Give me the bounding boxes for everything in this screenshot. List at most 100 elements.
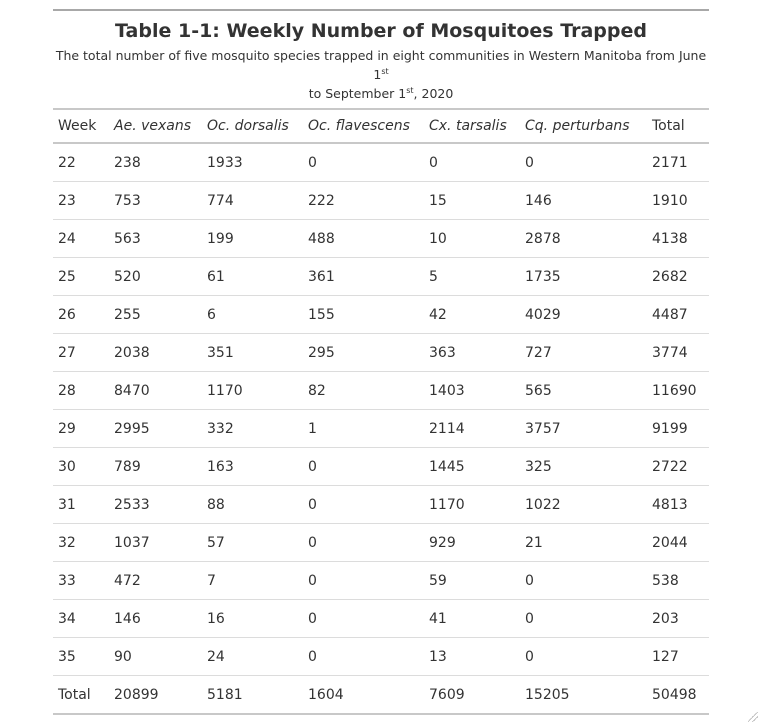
table-cell: 2722 [647,447,709,486]
table-cell: 199 [202,219,303,258]
caption-rule [53,108,709,110]
table-row: 28 8470 1170 82 1403 565 11690 [53,371,709,410]
table-cell: 21 [520,523,647,562]
table-cell: 255 [109,295,202,334]
table-cell: 0 [520,561,647,600]
table-cell: 363 [424,333,520,372]
table-cell: 155 [303,295,424,334]
table-cell: 4487 [647,295,709,334]
table-cell: 15 [424,181,520,220]
table-cell: 2995 [109,409,202,448]
table-row: 33 472 7 0 59 0 538 [53,561,709,600]
table-row: 24 563 199 488 10 2878 4138 [53,219,709,258]
table-cell: 127 [647,637,709,676]
column-header: Cx. tarsalis [424,110,520,144]
table-cell: 1933 [202,143,303,182]
table-cell: 1022 [520,485,647,524]
table-cell: 222 [303,181,424,220]
column-header: Ae. vexans [109,110,202,144]
table-cell: 1170 [424,485,520,524]
table-row: 31 2533 88 0 1170 1022 4813 [53,485,709,524]
table-cell: 238 [109,143,202,182]
table-cell: 2878 [520,219,647,258]
table-cell: Total [53,675,109,715]
table-cell: 0 [520,637,647,676]
total-row: Total 20899 5181 1604 7609 15205 50498 [53,675,709,715]
table-row: 35 90 24 0 13 0 127 [53,637,709,676]
table-cell: 22 [53,143,109,182]
table-cell: 774 [202,181,303,220]
table-cell: 33 [53,561,109,600]
table-cell: 31 [53,485,109,524]
table-cell: 4029 [520,295,647,334]
table-cell: 203 [647,599,709,638]
table-cell: 15205 [520,675,647,715]
table-cell: 0 [303,447,424,486]
table-cell: 88 [202,485,303,524]
table-cell: 3757 [520,409,647,448]
table-cell: 29 [53,409,109,448]
column-header: Cq. perturbans [520,110,647,144]
table-cell: 2114 [424,409,520,448]
table-cell: 32 [53,523,109,562]
table-row: 34 146 16 0 41 0 203 [53,599,709,638]
table-cell: 24 [202,637,303,676]
table-cell: 146 [520,181,647,220]
table-cell: 16 [202,599,303,638]
table-cell: 361 [303,257,424,296]
table-cell: 1604 [303,675,424,715]
table-row: 26 255 6 155 42 4029 4487 [53,295,709,334]
table-cell: 0 [303,523,424,562]
caption-text-3: , 2020 [413,86,454,101]
table-row: 29 2995 332 1 2114 3757 9199 [53,409,709,448]
table-cell: 1445 [424,447,520,486]
table-row: 32 1037 57 0 929 21 2044 [53,523,709,562]
table-cell: 34 [53,599,109,638]
table-cell: 57 [202,523,303,562]
resize-grip-icon[interactable] [748,712,758,722]
table-cell: 0 [303,637,424,676]
table-container: Table 1-1: Weekly Number of Mosquitoes T… [53,9,709,715]
table-cell: 0 [520,599,647,638]
table-cell: 295 [303,333,424,372]
table-cell: 2044 [647,523,709,562]
table-cell: 3774 [647,333,709,372]
table-cell: 26 [53,295,109,334]
table-cell: 0 [303,561,424,600]
table-cell: 565 [520,371,647,410]
table-cell: 488 [303,219,424,258]
table-cell: 538 [647,561,709,600]
column-header: Oc. dorsalis [202,110,303,144]
table-cell: 8470 [109,371,202,410]
top-rule [53,9,709,11]
column-header: Week [53,110,109,144]
table-row: 30 789 163 0 1445 325 2722 [53,447,709,486]
table-row: 25 520 61 361 5 1735 2682 [53,257,709,296]
table-cell: 23 [53,181,109,220]
table-cell: 472 [109,561,202,600]
table-row: 23 753 774 222 15 146 1910 [53,181,709,220]
table-body: 22 238 1933 0 0 0 2171 23 753 774 222 15 146 1910 24 56… [53,143,709,715]
table-cell: 163 [202,447,303,486]
table-cell: 41 [424,599,520,638]
table-cell: 82 [303,371,424,410]
caption-sup-1: st [381,66,389,76]
table-title: Table 1-1: Weekly Number of Mosquitoes T… [115,20,647,42]
table-cell: 30 [53,447,109,486]
table-cell: 0 [303,485,424,524]
table-row: 27 2038 351 295 363 727 3774 [53,333,709,372]
table-cell: 2038 [109,333,202,372]
table-cell: 24 [53,219,109,258]
table-cell: 351 [202,333,303,372]
table-cell: 0 [303,143,424,182]
table-cell: 50498 [647,675,709,715]
table-cell: 4813 [647,485,709,524]
table-cell: 1037 [109,523,202,562]
table-caption: The total number of five mosquito specie… [53,46,709,103]
table-cell: 753 [109,181,202,220]
table-cell: 4138 [647,219,709,258]
table-cell: 1 [303,409,424,448]
mosquito-table: Week Ae. vexans Oc. dorsalis Oc. flavescens… [53,110,709,715]
table-cell: 1170 [202,371,303,410]
table-cell: 520 [109,257,202,296]
